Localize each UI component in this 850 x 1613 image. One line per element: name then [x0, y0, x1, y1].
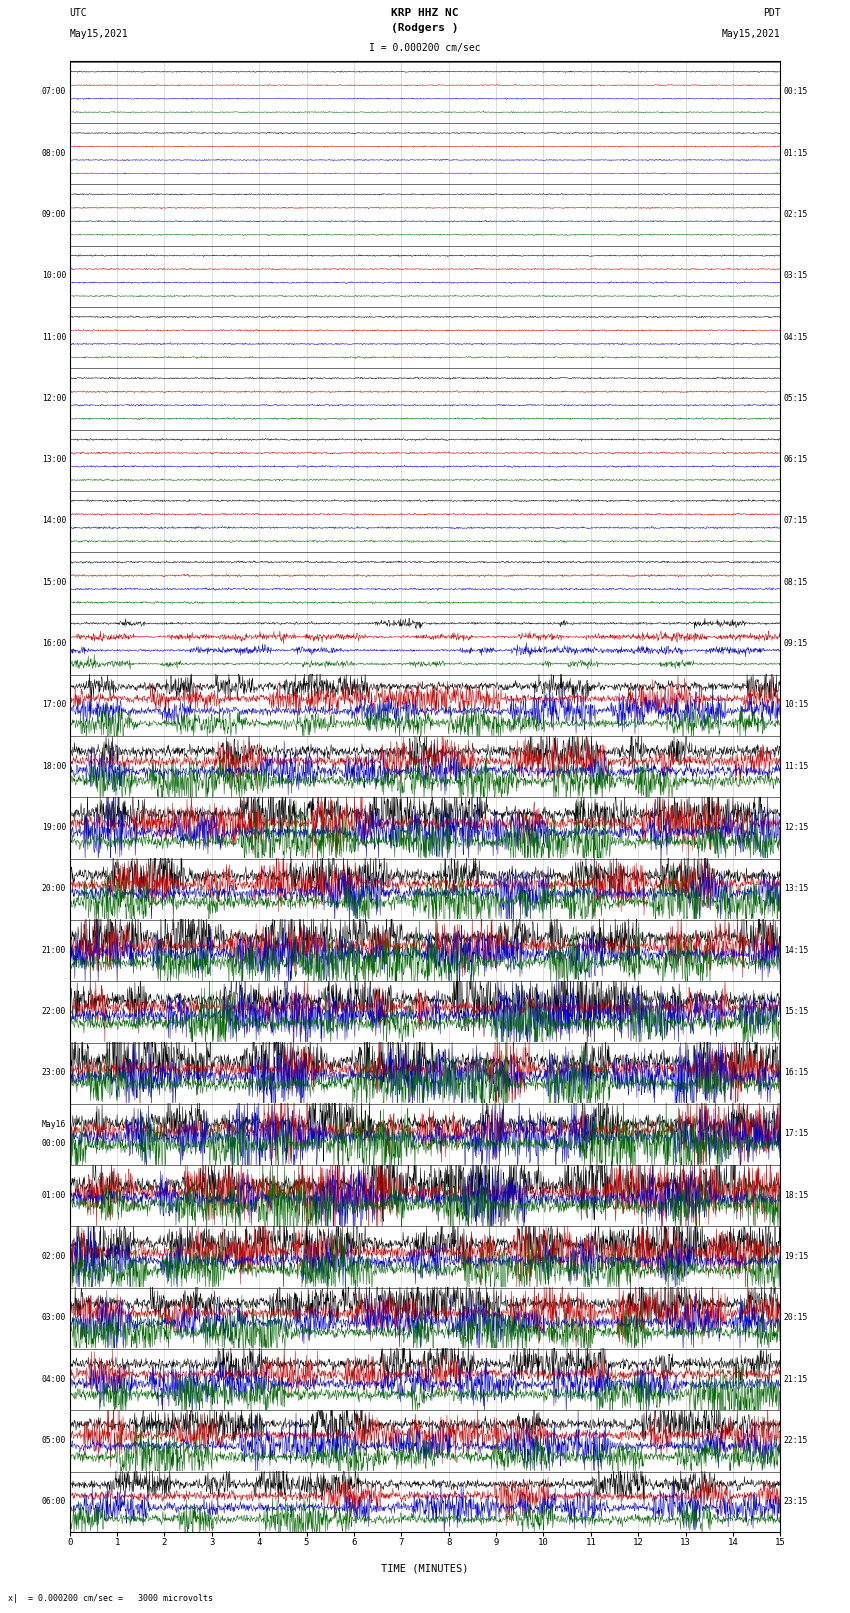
Text: 15:00: 15:00 [42, 577, 66, 587]
Text: 12:00: 12:00 [42, 394, 66, 403]
Text: 00:00: 00:00 [42, 1139, 66, 1148]
Text: 21:15: 21:15 [784, 1374, 808, 1384]
Text: 16:15: 16:15 [784, 1068, 808, 1077]
Text: 06:00: 06:00 [42, 1497, 66, 1507]
Text: 14:00: 14:00 [42, 516, 66, 526]
Text: 18:00: 18:00 [42, 761, 66, 771]
Text: 01:15: 01:15 [784, 148, 808, 158]
Text: 21:00: 21:00 [42, 945, 66, 955]
Text: 23:00: 23:00 [42, 1068, 66, 1077]
Text: 22:15: 22:15 [784, 1436, 808, 1445]
Text: 03:15: 03:15 [784, 271, 808, 281]
Text: 12:15: 12:15 [784, 823, 808, 832]
Text: 10:15: 10:15 [784, 700, 808, 710]
Text: 07:00: 07:00 [42, 87, 66, 97]
Text: 15:15: 15:15 [784, 1007, 808, 1016]
Text: 00:15: 00:15 [784, 87, 808, 97]
Text: 08:15: 08:15 [784, 577, 808, 587]
Text: 22:00: 22:00 [42, 1007, 66, 1016]
Text: 11:15: 11:15 [784, 761, 808, 771]
Text: 18:15: 18:15 [784, 1190, 808, 1200]
Text: 03:00: 03:00 [42, 1313, 66, 1323]
Text: KRP HHZ NC: KRP HHZ NC [391, 8, 459, 18]
Text: 13:15: 13:15 [784, 884, 808, 894]
Text: 11:00: 11:00 [42, 332, 66, 342]
Text: UTC: UTC [70, 8, 88, 18]
Text: 19:00: 19:00 [42, 823, 66, 832]
Text: 04:15: 04:15 [784, 332, 808, 342]
Text: 06:15: 06:15 [784, 455, 808, 465]
Text: 05:00: 05:00 [42, 1436, 66, 1445]
Text: 09:15: 09:15 [784, 639, 808, 648]
Text: 16:00: 16:00 [42, 639, 66, 648]
Text: (Rodgers ): (Rodgers ) [391, 23, 459, 34]
Text: 10:00: 10:00 [42, 271, 66, 281]
Text: May15,2021: May15,2021 [722, 29, 780, 39]
Text: 05:15: 05:15 [784, 394, 808, 403]
Text: TIME (MINUTES): TIME (MINUTES) [382, 1563, 468, 1574]
Text: 17:15: 17:15 [784, 1129, 808, 1139]
Text: 02:15: 02:15 [784, 210, 808, 219]
Text: 19:15: 19:15 [784, 1252, 808, 1261]
Text: May16: May16 [42, 1119, 66, 1129]
Text: x|  = 0.000200 cm/sec =   3000 microvolts: x| = 0.000200 cm/sec = 3000 microvolts [8, 1594, 213, 1603]
Text: 02:00: 02:00 [42, 1252, 66, 1261]
Text: 20:15: 20:15 [784, 1313, 808, 1323]
Text: 17:00: 17:00 [42, 700, 66, 710]
Text: 07:15: 07:15 [784, 516, 808, 526]
Text: 08:00: 08:00 [42, 148, 66, 158]
Text: May15,2021: May15,2021 [70, 29, 128, 39]
Text: 14:15: 14:15 [784, 945, 808, 955]
Text: 13:00: 13:00 [42, 455, 66, 465]
Text: PDT: PDT [762, 8, 780, 18]
Text: 09:00: 09:00 [42, 210, 66, 219]
Text: 20:00: 20:00 [42, 884, 66, 894]
Text: I = 0.000200 cm/sec: I = 0.000200 cm/sec [369, 44, 481, 53]
Text: 01:00: 01:00 [42, 1190, 66, 1200]
Text: 23:15: 23:15 [784, 1497, 808, 1507]
Text: 04:00: 04:00 [42, 1374, 66, 1384]
